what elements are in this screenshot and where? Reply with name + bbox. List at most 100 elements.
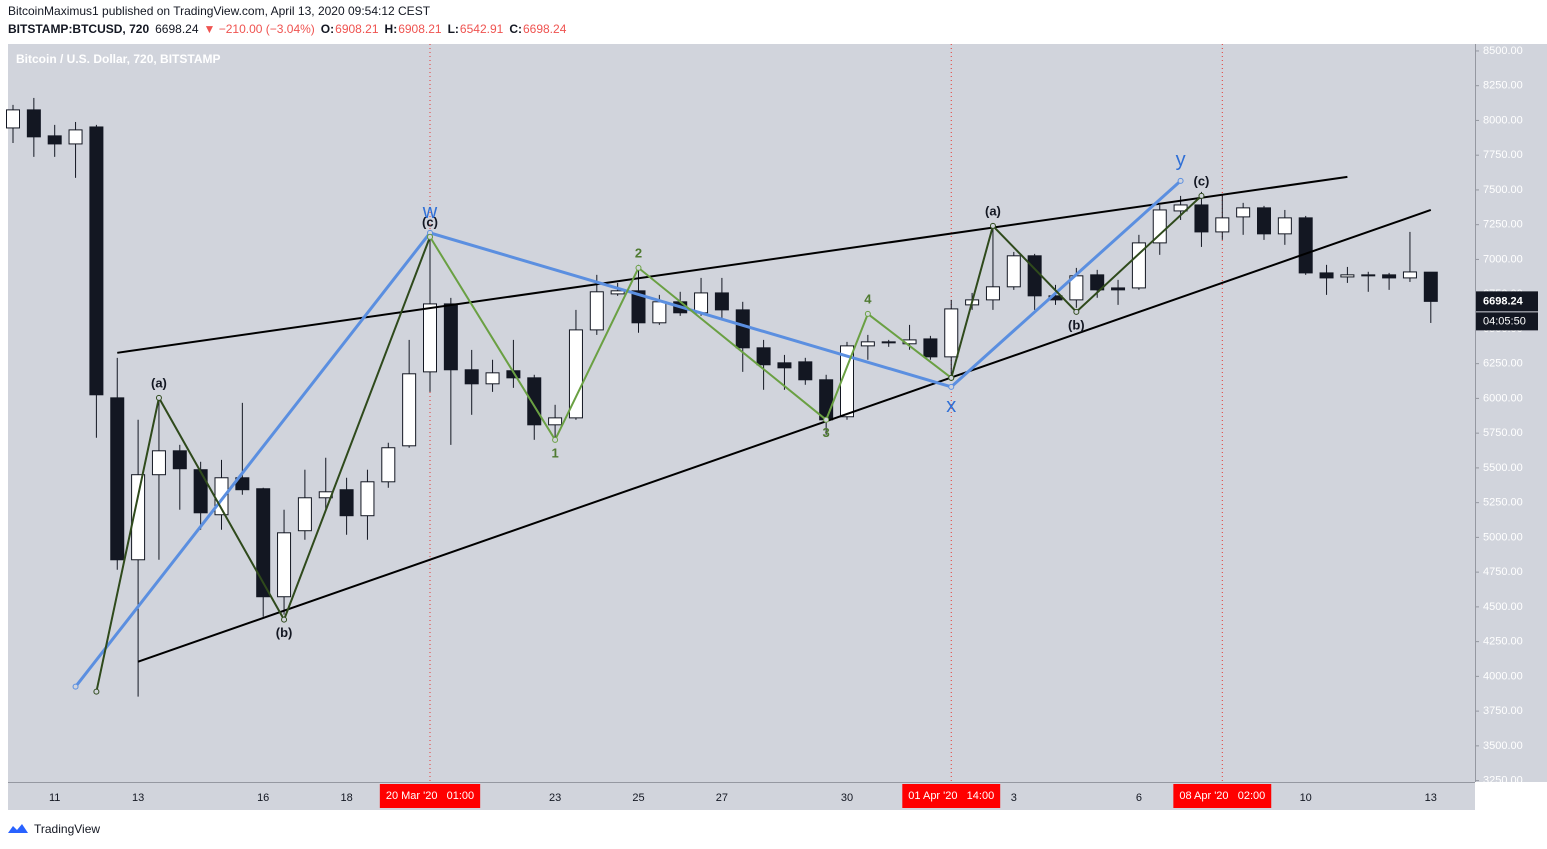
candle-body (1006, 255, 1021, 288)
wave-label: 3 (823, 425, 830, 440)
last-price: 6698.24 (155, 22, 199, 36)
wave-label: (c) (422, 214, 438, 229)
brand-name: TradingView (34, 822, 100, 836)
drawing-point (635, 264, 642, 271)
y-tick-label: 4750.00 (1483, 566, 1523, 578)
candle-body (1194, 204, 1209, 233)
candle-body (464, 369, 479, 385)
ohlc-label: L: (448, 22, 459, 36)
x-tick-label: 27 (716, 792, 728, 804)
candle-body (714, 292, 729, 311)
wave-label: (a) (985, 203, 1001, 218)
ohlc-value: 6908.21 (398, 22, 442, 36)
candle-body (944, 308, 959, 358)
candle-body (527, 377, 542, 426)
drawing-point (1073, 308, 1080, 315)
time-marker-box (379, 784, 481, 808)
x-tick-label: 6 (1136, 792, 1142, 804)
candle-body (1361, 274, 1376, 277)
candle-body (297, 497, 312, 532)
chart-title: Bitcoin / U.S. Dollar, 720, BITSTAMP (16, 52, 220, 66)
drawing-line (429, 236, 952, 442)
candle-body (1402, 271, 1417, 279)
brand-logo (8, 824, 28, 833)
ohlc-label: H: (385, 22, 398, 36)
drawing-point (948, 374, 955, 381)
candle-body (756, 347, 771, 366)
wave-label: 4 (864, 291, 872, 306)
candle-body (443, 303, 458, 371)
candle-body (151, 450, 166, 476)
y-tick-label: 5000.00 (1483, 531, 1523, 543)
drawing-point (427, 233, 433, 240)
y-tick-label: 3750.00 (1483, 705, 1523, 717)
candle-body (735, 309, 750, 349)
x-tick-label: 13 (132, 792, 144, 804)
candle-body (172, 450, 187, 470)
y-tick-label: 3500.00 (1483, 740, 1523, 752)
candle-body (68, 129, 83, 145)
candle-body (110, 397, 125, 561)
drawing-point (93, 688, 100, 695)
drawing-point (155, 394, 162, 401)
drawing-point (1198, 192, 1205, 199)
candle-body (339, 489, 354, 517)
candle-body (548, 417, 563, 426)
wave-label: (a) (151, 375, 167, 390)
ohlc-value: 6542.91 (460, 22, 504, 36)
candle-body (1236, 207, 1251, 218)
x-tick-label: 18 (340, 792, 352, 804)
candle-body (1423, 271, 1438, 302)
drawing-point (72, 683, 79, 690)
countdown-box (1476, 312, 1538, 331)
candle-body (193, 469, 208, 514)
drawing-point (552, 436, 559, 443)
drawing-line (117, 175, 1348, 354)
last-price-box (1476, 291, 1538, 312)
y-tick-label: 5750.00 (1483, 427, 1523, 439)
candle-body (1215, 217, 1230, 233)
candle-body (131, 474, 146, 561)
wave-label: y (1176, 149, 1186, 171)
drawing-line (950, 195, 1203, 379)
candle-body (485, 372, 500, 385)
candle-body (798, 361, 813, 381)
countdown: 04:05:50 (1483, 315, 1526, 327)
candle-body (1152, 209, 1167, 244)
candle-body (923, 338, 938, 358)
candle-body (589, 291, 604, 331)
x-tick-label: 3 (1011, 792, 1017, 804)
ohlc-value: 6908.21 (335, 22, 379, 36)
y-tick-label: 7250.00 (1483, 219, 1523, 231)
wave-label: 2 (635, 245, 642, 260)
x-tick-label: 11 (49, 792, 60, 804)
header: BitcoinMaximus1 published on TradingView… (8, 4, 567, 36)
y-tick-label: 4000.00 (1483, 670, 1523, 682)
x-tick-label: 25 (632, 792, 644, 804)
ohlc-label: O: (321, 22, 334, 36)
candle-body (423, 303, 437, 373)
wave-label: (b) (276, 625, 293, 640)
drawing-point (823, 416, 830, 423)
candle-body (402, 373, 417, 447)
candle-body (89, 126, 104, 396)
candle-body (652, 301, 667, 324)
x-tick-label: 23 (549, 792, 561, 804)
candle-body (26, 109, 41, 138)
wave-label: 1 (551, 445, 558, 460)
candle-body (819, 379, 834, 421)
candle-body (277, 532, 292, 598)
y-tick-label: 5250.00 (1483, 497, 1523, 509)
drawing-point (948, 383, 955, 390)
candle-body (6, 109, 20, 129)
y-tick-label: 8000.00 (1483, 114, 1523, 126)
symbol: BITSTAMP:BTCUSD, 720 (8, 22, 149, 36)
time-marker-box (1173, 784, 1272, 808)
author-line: BitcoinMaximus1 published on TradingView… (8, 4, 431, 18)
candle-body (47, 135, 62, 145)
wave-label: (b) (1068, 317, 1085, 332)
drawing-point (1177, 177, 1184, 184)
candle-body (1382, 274, 1397, 279)
ohlc-value: 6698.24 (523, 22, 567, 36)
